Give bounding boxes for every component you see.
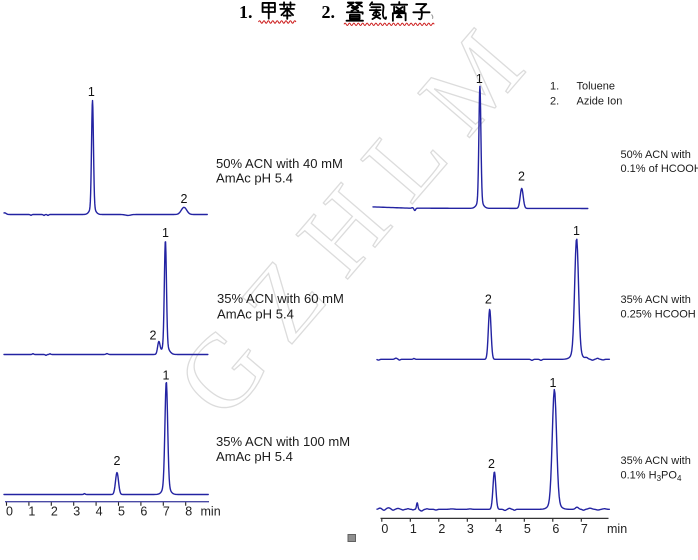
svg-text:0.1% of HCOOH: 0.1% of HCOOH (621, 163, 698, 175)
svg-text:Toluene: Toluene (577, 80, 616, 92)
svg-text:0.1% H3PO4: 0.1% H3PO4 (621, 470, 682, 484)
svg-text:0: 0 (6, 505, 13, 519)
svg-text:5: 5 (118, 505, 125, 519)
svg-text:2.: 2. (550, 95, 559, 107)
svg-text:1: 1 (410, 522, 417, 536)
svg-text:6: 6 (552, 522, 559, 536)
svg-text:0.25% HCOOH: 0.25% HCOOH (621, 309, 696, 321)
svg-text:35% ACN with: 35% ACN with (621, 455, 691, 467)
svg-text:3: 3 (467, 522, 474, 536)
svg-text:2: 2 (181, 192, 188, 206)
svg-text:2: 2 (518, 170, 525, 184)
svg-text:4: 4 (495, 522, 502, 536)
svg-text:1: 1 (88, 85, 95, 99)
svg-text:min: min (607, 522, 627, 536)
svg-text:1.: 1. (550, 80, 559, 92)
svg-text:7: 7 (163, 505, 170, 519)
svg-text:0: 0 (381, 522, 388, 536)
svg-text:50% ACN with 40 mM: 50% ACN with 40 mM (216, 156, 343, 171)
svg-text:Azide Ion: Azide Ion (577, 95, 623, 107)
svg-text:2: 2 (488, 457, 495, 471)
svg-text:1: 1 (573, 224, 580, 238)
svg-text:1: 1 (550, 376, 557, 390)
svg-text:1: 1 (163, 369, 170, 383)
svg-text:6: 6 (140, 505, 147, 519)
svg-text:35% ACN with 60 mM: 35% ACN with 60 mM (217, 291, 344, 306)
svg-text:2: 2 (150, 329, 157, 343)
svg-text:AmAc pH 5.4: AmAc pH 5.4 (217, 306, 294, 321)
svg-text:2: 2 (485, 293, 492, 307)
svg-text:1: 1 (28, 505, 35, 519)
svg-text:2.: 2. (322, 2, 336, 22)
svg-text:2: 2 (438, 522, 445, 536)
svg-text:3: 3 (73, 505, 80, 519)
svg-text:50% ACN with: 50% ACN with (621, 149, 691, 161)
svg-text:35% ACN with: 35% ACN with (621, 294, 691, 306)
svg-text:8: 8 (185, 505, 192, 519)
svg-text:AmAc pH 5.4: AmAc pH 5.4 (216, 449, 293, 464)
svg-text:AmAc pH 5.4: AmAc pH 5.4 (216, 171, 293, 186)
svg-text:7: 7 (581, 522, 588, 536)
svg-text:1.: 1. (239, 2, 253, 22)
svg-text:1: 1 (162, 226, 169, 240)
svg-text:5: 5 (524, 522, 531, 536)
svg-text:2: 2 (51, 505, 58, 519)
svg-text:2: 2 (114, 454, 121, 468)
svg-text:1: 1 (476, 72, 483, 86)
svg-text:min: min (201, 505, 221, 519)
svg-text:35% ACN with 100 mM: 35% ACN with 100 mM (216, 434, 350, 449)
svg-text:4: 4 (96, 505, 103, 519)
